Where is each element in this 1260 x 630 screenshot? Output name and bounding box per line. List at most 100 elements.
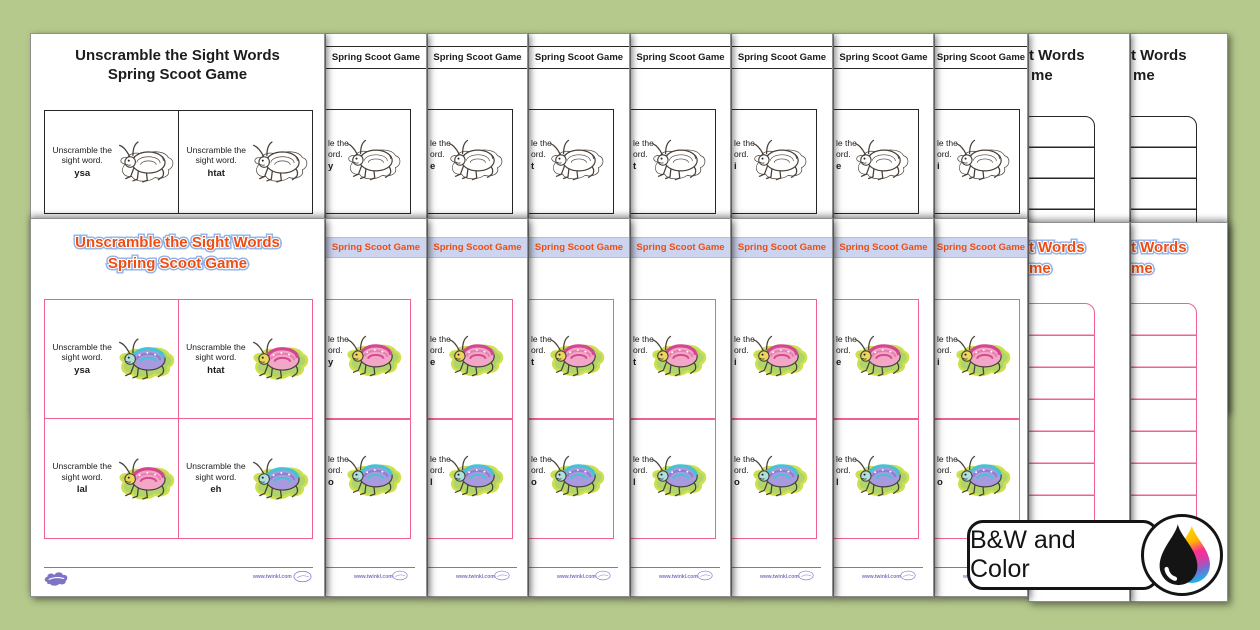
prompt-fragment: ord. bbox=[734, 464, 749, 475]
bug-icon bbox=[341, 134, 402, 186]
card-prompt: Unscramble the sight word. lal bbox=[45, 461, 119, 496]
card-prompt-fragment: le the ord. i bbox=[734, 138, 755, 173]
stamp-logo bbox=[293, 570, 312, 583]
card-prompt-fragment: le the ord. i bbox=[937, 334, 958, 369]
scrambled-word-fragment: e bbox=[430, 161, 436, 172]
scrambled-word-fragment: t bbox=[531, 357, 535, 368]
page-color-cards-1: Unscramble the Sight Words Unscramble the… bbox=[30, 218, 325, 597]
footer-line bbox=[732, 567, 821, 568]
twinkl-logo bbox=[43, 570, 69, 587]
stamp-logo bbox=[494, 570, 510, 581]
scrambled-word-fragment: o bbox=[328, 477, 334, 488]
prompt-line: sight word. bbox=[61, 471, 103, 482]
card-prompt-fragment: le the ord. i bbox=[937, 138, 958, 173]
card-prompt-fragment: le the ord. l bbox=[633, 454, 654, 489]
scrambled-word: htat bbox=[207, 364, 225, 376]
word-card-fragment: le the ord. o bbox=[732, 419, 817, 539]
card-prompt-fragment: le the ord. e bbox=[430, 334, 451, 369]
bug-icon bbox=[113, 333, 175, 386]
prompt-fragment: ord. bbox=[633, 148, 648, 159]
prompt-fragment: ord. bbox=[937, 464, 952, 475]
word-card-fragment: le the ord. e bbox=[428, 109, 513, 214]
title-fragment-line-layer: t Words bbox=[1131, 237, 1189, 259]
bug-icon bbox=[113, 136, 175, 189]
card-prompt: Unscramble the sight word. eh bbox=[179, 461, 254, 496]
prompt-line: Unscramble the bbox=[186, 144, 246, 155]
card-prompt-fragment: le the ord. t bbox=[633, 334, 654, 369]
scrambled-word-fragment: i bbox=[734, 357, 737, 368]
prompt-fragment: le the bbox=[937, 334, 958, 344]
prompt-line: Unscramble the bbox=[52, 461, 112, 472]
bug-illustration bbox=[854, 455, 910, 497]
scrambled-word-fragment: o bbox=[531, 477, 537, 488]
bug-illustration bbox=[651, 139, 706, 181]
prompt-fragment: le the bbox=[430, 334, 451, 344]
stamp-logo bbox=[798, 570, 814, 581]
strip-title-band: Spring Scoot Game bbox=[326, 237, 426, 258]
title-fragment-line-layer: me bbox=[1029, 259, 1052, 278]
website-text: www.twinkl.com bbox=[862, 574, 901, 580]
scrambled-word-fragment: e bbox=[430, 357, 436, 368]
strip-title-band: Spring Scoot Game bbox=[428, 237, 527, 258]
card-prompt-fragment: le the ord. i bbox=[734, 334, 755, 369]
website-text: www.twinkl.com bbox=[253, 574, 292, 580]
bug-icon bbox=[341, 330, 402, 382]
strip-title-band: Spring Scoot Game bbox=[935, 237, 1027, 258]
title-fragment: me bbox=[1133, 67, 1155, 84]
bug-icon bbox=[443, 450, 504, 502]
scrambled-word-fragment: e bbox=[836, 161, 842, 172]
word-card: Unscramble the sight word. ysa bbox=[45, 300, 179, 419]
title-fragment-line-layer: t Words bbox=[1029, 239, 1085, 256]
scrambled-word-fragment: i bbox=[937, 161, 940, 172]
card-prompt-fragment: le the ord. t bbox=[633, 138, 654, 173]
word-card-fragment: le the ord. l bbox=[631, 419, 716, 539]
title-fragment-line-layer: t Words bbox=[1131, 239, 1187, 256]
word-card-fragment: le the ord. t bbox=[529, 299, 614, 419]
card-prompt-fragment: le the ord. y bbox=[328, 334, 349, 369]
prompt-fragment: ord. bbox=[836, 464, 851, 475]
card-prompt-fragment: le the ord. e bbox=[836, 334, 857, 369]
card-prompt-fragment: le the ord. t bbox=[531, 334, 552, 369]
bug-icon bbox=[849, 450, 910, 502]
bug-icon bbox=[443, 330, 504, 382]
bug-icon bbox=[646, 450, 707, 502]
scrambled-word-fragment: y bbox=[328, 357, 334, 368]
prompt-fragment: ord. bbox=[937, 344, 952, 355]
bug-icon bbox=[747, 330, 808, 382]
page-color-cards-partial: Spring Scoot Game le the ord. t le the ord. o w… bbox=[528, 218, 630, 597]
bug-illustration bbox=[752, 335, 808, 377]
strip-title-band: Spring Scoot Game bbox=[631, 237, 730, 258]
website-text: www.twinkl.com bbox=[760, 574, 799, 580]
bug-icon bbox=[950, 134, 1011, 186]
prompt-fragment: le the bbox=[734, 454, 755, 464]
stamp-logo bbox=[595, 570, 611, 581]
prompt-fragment: le the bbox=[734, 138, 755, 148]
card-prompt-fragment: le the ord. t bbox=[531, 138, 552, 173]
prompt-fragment: le the bbox=[937, 138, 958, 148]
word-card: Unscramble the sight word. lal bbox=[45, 419, 179, 538]
title-fragment-line-layer: me bbox=[1029, 260, 1051, 277]
scrambled-word-fragment: l bbox=[430, 477, 433, 488]
bug-illustration bbox=[346, 335, 402, 377]
prompt-line: Unscramble the bbox=[52, 341, 112, 352]
scrambled-word: ysa bbox=[74, 167, 91, 179]
bug-icon bbox=[247, 452, 309, 505]
title-fragment-line-layer: me bbox=[1131, 260, 1153, 277]
title-fragment-line-layer: t Words bbox=[1029, 238, 1086, 257]
strip-title-band: Spring Scoot Game bbox=[529, 237, 629, 258]
bug-icon bbox=[646, 330, 707, 382]
prompt-fragment: ord. bbox=[734, 148, 749, 159]
scrambled-word-fragment: i bbox=[734, 161, 737, 172]
title-line: Spring Scoot Game bbox=[107, 66, 248, 83]
title-line: Spring Scoot Game Spring Scoot Game Spring… bbox=[31, 253, 324, 275]
page-color-cards-partial: Spring Scoot Game le the ord. e le the ord. l w… bbox=[833, 218, 934, 597]
title-line: Unscramble the Sight Words bbox=[75, 47, 280, 64]
title-fragment: t Words t Words t Words me me me bbox=[1029, 237, 1087, 280]
bug-illustration bbox=[346, 455, 402, 497]
word-card-fragment: le the ord. e bbox=[428, 299, 513, 419]
prompt-fragment: ord. bbox=[734, 344, 749, 355]
scrambled-word-fragment: t bbox=[531, 161, 535, 172]
stamp-logo bbox=[900, 570, 916, 581]
scrambled-word-fragment: t bbox=[633, 161, 637, 172]
